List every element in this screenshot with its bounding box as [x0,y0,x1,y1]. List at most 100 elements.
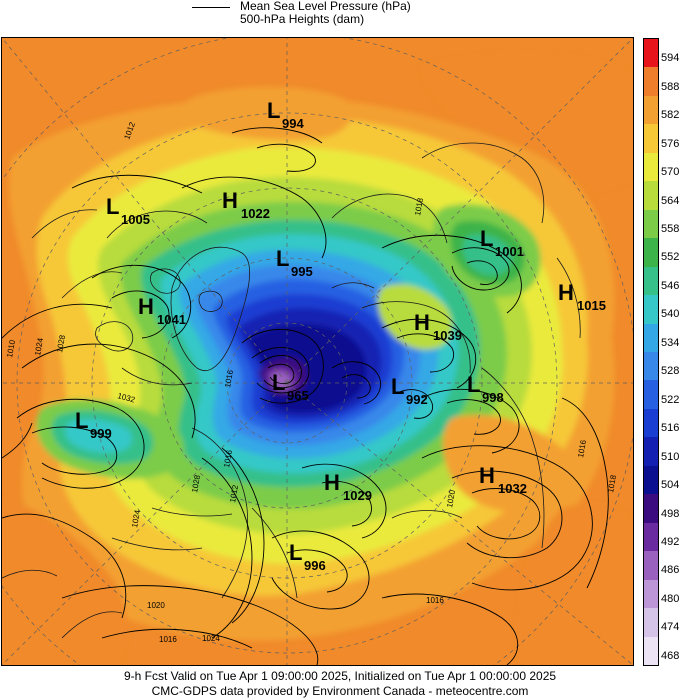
isobar-label-16: 1018 [606,474,618,494]
color-scale-cell [644,295,658,325]
isobar-16 [421,388,520,454]
isobar-6 [91,264,192,339]
svg-text:H: H [558,280,574,305]
isobar-label-3: 1024 [33,337,45,357]
system-high-1041: H 1041 [138,294,186,327]
svg-text:L: L [75,408,88,433]
color-scale-cell [644,124,658,154]
color-scale-cell [644,437,658,467]
isobar-37 [331,361,381,405]
svg-text:992: 992 [406,392,428,407]
svg-text:L: L [267,98,280,123]
color-scale-label: 588 [661,80,680,93]
svg-text:1029: 1029 [343,488,372,503]
svg-text:H: H [324,470,340,495]
isobar-19 [451,470,563,559]
isobar-8 [181,176,327,259]
hudson-bay [95,321,134,352]
central-north-america [442,414,573,512]
data-credit-text: CMC-GDPS data provided by Environment Ca… [151,684,529,698]
isobar-21 [201,457,253,639]
chart-header: Mean Sea Level Pressure (hPa) 500-hPa He… [0,0,680,36]
isobar-9 [231,127,323,144]
isobar-20 [471,488,541,540]
svg-text:L: L [391,374,404,399]
isobar-31 [2,422,33,459]
heights-legend-text: 500-hPa Heights (dam) [240,12,365,26]
color-scale-label: 546 [661,279,680,292]
color-scale-label: 576 [661,137,680,150]
isobar-23 [271,530,370,610]
color-scale-bar [643,38,659,666]
isobar-label-17: 1018 [413,197,425,217]
isobar-4 [2,303,113,339]
isobar-35 [267,363,295,385]
mslp-legend-text: Mean Sea Level Pressure (hPa) [240,0,411,13]
chart-footer: 9-h Fcst Valid on Tue Apr 1 09:00:00 202… [0,669,680,700]
system-high-1029: H 1029 [324,470,372,503]
isobar-label-2: 1010 [5,339,17,359]
isobar-label-4: 1028 [55,334,67,354]
svg-text:996: 996 [304,558,326,573]
svg-text:965: 965 [287,388,309,403]
system-low-999: L 999 [75,408,112,441]
lat-circle-70 [161,257,413,509]
color-scale-cell [644,67,658,97]
band-486 [271,371,291,390]
isobar-5 [71,174,203,194]
svg-text:1001: 1001 [495,244,524,259]
color-scale-cell [644,238,658,268]
ridge-pacific [377,284,453,350]
isobar-label-13: 1016 [426,596,444,605]
graticule [2,38,633,665]
svg-text:L: L [467,372,480,397]
color-scale-label: 534 [661,336,680,349]
svg-text:1005: 1005 [121,212,150,227]
color-scale-cell [644,608,658,638]
system-low-994: L 994 [267,98,304,131]
isobar-label-7: 1028 [190,474,202,494]
system-high-1039: H 1039 [414,310,462,343]
svg-text:L: L [106,194,119,219]
asia-coast [391,367,545,549]
isobar-label-6: 1016 [223,369,235,389]
isobar-32 [2,513,127,619]
meridian-4 [286,382,633,665]
north-america-coast [31,209,208,386]
svg-text:1039: 1039 [433,328,462,343]
color-scale-label: 474 [661,621,680,634]
color-scale-label: 570 [661,166,680,179]
isobar-label-8: 1012 [228,484,240,504]
ridge-nw [183,86,353,140]
africa-coast [2,569,123,639]
color-scale-cell [644,522,658,552]
map-panel: 1012 1010 1024 1028 1032 1016 1028 1012 … [1,37,634,666]
color-scale-label: 498 [661,507,680,520]
svg-text:L: L [272,370,285,395]
isobar-12 [451,247,510,291]
color-scale-cell [644,95,658,125]
color-scale-label: 492 [661,535,680,548]
svg-text:L: L [276,246,289,271]
isobar-label-10: 1020 [147,601,165,610]
coastlines [2,142,581,639]
system-low-996: L 996 [289,540,326,573]
color-scale-cell [644,266,658,296]
isobar-30 [561,397,609,589]
system-low-998: L 998 [467,372,504,405]
isobar-38 [341,374,371,399]
svg-text:998: 998 [482,390,504,405]
isobar-3 [31,426,118,475]
svg-text:1032: 1032 [498,481,527,496]
system-high-1032: H 1032 [479,463,527,496]
isobar-13 [466,260,498,285]
isobar-25 [301,463,387,539]
color-scale-cell [644,209,658,239]
isobar-18 [421,445,593,591]
color-scale-label: 564 [661,194,680,207]
isobar-29 [381,593,519,665]
color-scale-cell [644,39,658,68]
isobar-15 [396,333,454,373]
isobar-10 [256,143,316,172]
height-field-bands [2,54,633,665]
